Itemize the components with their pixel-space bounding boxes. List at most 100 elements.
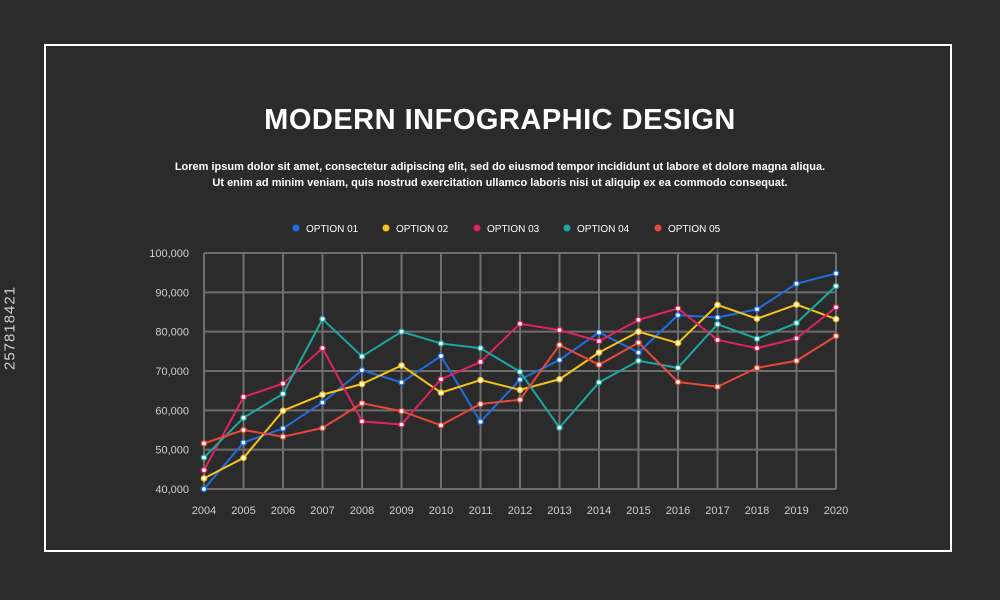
legend-dot-icon [473,224,481,232]
legend-label: OPTION 01 [306,224,359,235]
data-point [516,376,524,383]
data-point [358,353,366,360]
y-tick-label: 40,000 [155,484,189,496]
data-point [556,341,563,349]
data-point [793,357,800,365]
data-point [714,320,721,328]
x-tick-label: 2009 [389,505,413,517]
x-tick-label: 2012 [508,505,532,517]
legend-dot-icon [563,224,571,232]
data-point [832,270,840,277]
chart-grid [203,252,837,490]
legend-label: OPTION 04 [577,224,630,235]
data-point [279,390,287,398]
data-point [753,344,761,352]
data-point [753,315,761,322]
data-point [398,328,405,335]
data-point [793,280,800,287]
data-point [714,301,721,309]
data-point [319,344,326,352]
x-tick-label: 2010 [429,505,453,517]
data-point [437,421,445,429]
legend-dot-icon [382,224,390,232]
data-point [595,337,603,345]
data-point [753,364,761,372]
legend-dot-icon [292,224,300,232]
y-tick-label: 60,000 [155,405,189,417]
legend-item-1: OPTION 01 [292,224,359,235]
data-point [240,454,247,462]
x-tick-label: 2014 [587,505,611,517]
data-point [319,424,326,432]
data-point [358,380,366,388]
data-point [674,378,682,386]
data-point [477,376,484,384]
y-tick-label: 90,000 [155,287,189,299]
data-point [674,305,682,312]
data-point [437,375,445,383]
data-point [516,386,524,394]
data-point [635,349,642,356]
legend-item-2: OPTION 02 [382,224,449,235]
x-axis-ticks: 2004 2005 2006 2007 2008 2009 2010 2011 2012 2013… [192,505,848,517]
y-axis-ticks: 40,000 50,000 60,000 70,000 80,000 90,000 100,… [149,248,189,496]
data-point [635,357,642,365]
series-2 [200,301,840,482]
data-point [437,352,445,360]
data-point [437,340,445,347]
data-point [635,328,642,335]
subtitle-line-2: Ut enim ad minim veniam, quis nostrud ex… [212,177,788,189]
data-point [477,358,484,366]
data-point [279,433,287,440]
y-tick-label: 70,000 [155,366,189,378]
legend-item-5: OPTION 05 [654,224,721,235]
x-tick-label: 2018 [745,505,769,517]
page-subtitle: Lorem ipsum dolor sit amet, consectetur … [0,159,1000,191]
data-point [319,399,326,406]
data-point [674,311,682,319]
legend-dot-icon [654,224,662,232]
data-point [398,421,405,428]
x-tick-label: 2011 [469,505,493,517]
data-point [240,426,247,434]
data-point [240,414,247,422]
data-point [793,301,800,308]
data-point [240,439,247,446]
legend-label: OPTION 05 [668,224,721,235]
x-tick-label: 2015 [626,505,650,517]
data-point [358,418,366,425]
data-point [200,485,208,493]
data-point [516,396,524,404]
x-tick-label: 2020 [824,505,848,517]
data-point [279,425,287,432]
data-point [714,314,721,321]
data-point [200,466,208,474]
data-point [556,326,563,334]
data-point [398,362,405,369]
legend-label: OPTION 02 [396,224,449,235]
x-tick-label: 2016 [666,505,690,517]
data-point [319,315,326,323]
data-point [477,418,484,426]
series-5 [200,332,840,447]
data-point [635,339,642,346]
data-point [200,440,208,447]
x-tick-label: 2004 [192,505,216,517]
data-point [793,319,800,327]
data-point [437,389,445,396]
y-tick-label: 100,000 [149,248,189,260]
data-point [516,320,524,328]
legend-label: OPTION 03 [487,224,540,235]
data-point [398,379,405,386]
data-point [832,282,840,290]
data-point [556,356,563,364]
data-point [477,400,484,408]
chart-legend: OPTION 01 OPTION 02 OPTION 03 OPTION 04 OPTI… [292,224,721,235]
data-point [753,305,761,313]
data-point [556,424,563,431]
chart-frame [44,44,952,552]
x-tick-label: 2013 [547,505,571,517]
data-point [477,344,484,352]
data-point [319,391,326,398]
